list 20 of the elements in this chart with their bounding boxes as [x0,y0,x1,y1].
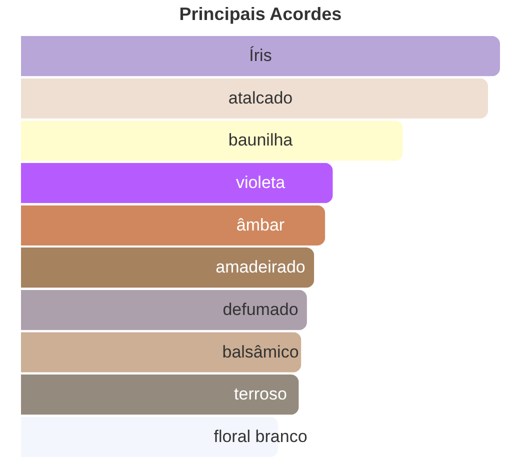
bar [21,374,299,415]
y-tick-label: atalcado [228,88,293,108]
y-tick-label: floral branco [214,426,308,446]
bar [21,205,326,246]
y-tick-label: terroso [234,384,287,404]
y-tick-label: âmbar [236,215,285,234]
y-tick-label: violeta [236,173,286,192]
y-tick-label: Íris [249,46,272,66]
y-tick-label: defumado [222,300,298,319]
y-tick-label: baunilha [228,130,294,150]
bar [21,290,307,330]
bar [21,332,302,372]
bar [21,120,403,161]
bar [21,36,500,76]
bar [21,162,333,204]
chart-title: Principais Acordes [179,4,342,24]
bar [21,78,488,119]
y-tick-label: balsâmico [222,342,299,362]
y-tick-label: amadeirado [216,258,306,277]
bar [21,248,314,288]
